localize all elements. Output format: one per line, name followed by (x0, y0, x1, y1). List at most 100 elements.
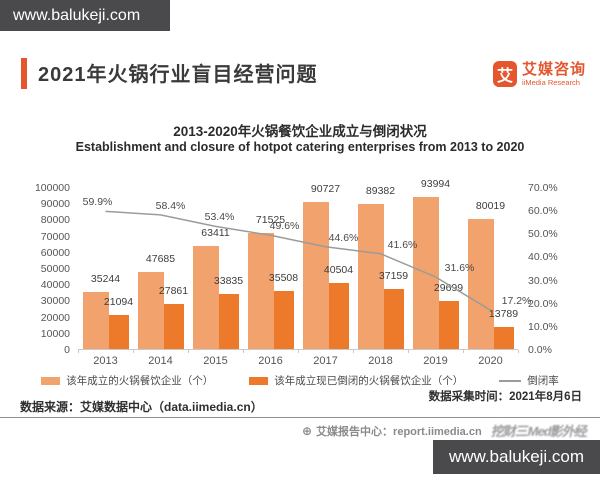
chart-plot-area: 35244 21094 47685 27861 63411 33835 71525 35508… (78, 178, 531, 353)
value-label-closed: 21094 (103, 295, 134, 308)
watermark-top-text: www.balukeji.com (13, 6, 141, 24)
bar-established-2017 (302, 202, 329, 349)
value-label-closed: 33835 (213, 275, 244, 288)
rate-label-2019: 31.6% (444, 261, 475, 274)
bar-established-2020 (467, 219, 494, 349)
value-label-established: 47685 (145, 252, 176, 265)
legend-label: 倒闭率 (527, 375, 559, 387)
page-title: 2021年火锅行业盲目经营问题 (38, 64, 318, 86)
x-tick-2017: 2017 (313, 355, 338, 367)
y-right-tick: 60.0% (528, 205, 558, 218)
bar-established-2015 (192, 246, 219, 349)
y-left-tick: 90000 (40, 198, 70, 211)
rate-label-2017: 44.6% (328, 231, 359, 244)
iimedia-logo-cn: 艾媒咨询 (522, 61, 587, 78)
iimedia-logo-icon: 艾 (493, 61, 517, 87)
x-axis: 2013 2014 2015 2016 2017 2018 2019 2020 (78, 355, 518, 371)
x-tick-2020: 2020 (478, 355, 503, 367)
bar-closed-2020 (493, 326, 514, 349)
rate-label-2014: 58.4% (155, 199, 186, 212)
value-label-closed: 37159 (378, 269, 409, 282)
value-label-closed: 27861 (158, 284, 189, 297)
title-accent-bar (21, 58, 27, 89)
y-right-tick: 10.0% (528, 320, 558, 333)
bar-closed-2017 (328, 283, 349, 349)
watermark-bottom-text: www.balukeji.com (448, 447, 585, 466)
y-left-tick: 30000 (40, 295, 70, 308)
iimedia-logo: 艾 艾媒咨询 iiMedia Research (493, 61, 586, 87)
report-center-row: ⊕ 艾媒报告中心：report.iimedia.cn 挖财三Med影外经 (302, 421, 588, 440)
y-right-tick: 0.0% (528, 344, 552, 356)
value-label-closed: 13789 (488, 307, 519, 320)
data-source: 数据来源：艾媒数据中心（data.iimedia.cn） (20, 400, 263, 414)
bar-closed-2014 (163, 303, 184, 349)
value-label-established: 93994 (420, 177, 451, 190)
legend-item-closed: 该年成立现已倒闭的火锅餐饮企业（个） (249, 373, 463, 388)
overlapping-watermark: 挖财三Med影外经 (490, 424, 588, 439)
axis-tick (463, 350, 464, 353)
bar-closed-2013 (108, 314, 129, 349)
y-axis-left: 100000 90000 80000 70000 60000 50000 40000 3000… (6, 182, 70, 356)
y-left-tick: 50000 (40, 263, 70, 275)
value-label-established: 80019 (475, 200, 506, 213)
x-tick-2014: 2014 (148, 355, 173, 367)
globe-icon: ⊕ (302, 423, 313, 438)
rate-label-2016: 49.6% (269, 220, 300, 233)
axis-tick (133, 350, 134, 353)
bar-closed-2018 (383, 288, 404, 349)
axis-tick (408, 350, 409, 353)
x-tick-2013: 2013 (93, 355, 118, 367)
axis-tick (353, 350, 354, 353)
rate-label-2013: 59.9% (82, 196, 113, 209)
bar-established-2018 (357, 204, 384, 349)
value-label-closed: 40504 (323, 264, 354, 277)
value-label-established: 35244 (90, 272, 121, 285)
bar-closed-2015 (218, 294, 239, 349)
iimedia-logo-en: iiMedia Research (522, 78, 580, 87)
legend-item-established: 该年成立的火锅餐饮企业（个） (41, 373, 213, 388)
bar-established-2014 (137, 271, 164, 349)
y-right-tick: 50.0% (528, 228, 558, 241)
x-tick-2019: 2019 (423, 355, 448, 367)
axis-tick (518, 350, 519, 353)
bar-closed-2016 (273, 291, 294, 349)
watermark-top-bar: www.balukeji.com (0, 0, 170, 31)
legend-swatch (249, 376, 269, 385)
report-center-text: 艾媒报告中心：report.iimedia.cn (316, 425, 482, 438)
rate-label-2015: 53.4% (204, 211, 235, 224)
watermark-bottom-bar: www.balukeji.com (433, 440, 600, 474)
chart-legend: 该年成立的火锅餐饮企业（个） 该年成立现已倒闭的火锅餐饮企业（个） 倒闭率 (0, 373, 600, 388)
y-axis-right: 70.0% 60.0% 50.0% 40.0% 30.0% 20.0% 10.0% 0.0% (528, 182, 588, 356)
footer-divider (0, 417, 600, 418)
y-left-tick: 100000 (34, 182, 70, 194)
value-label-established: 63411 (201, 227, 230, 240)
y-right-tick: 40.0% (528, 251, 558, 264)
y-left-tick: 70000 (40, 230, 70, 243)
bar-established-2013 (82, 291, 109, 349)
value-label-established: 71525 (255, 214, 286, 227)
closure-rate-line (105, 210, 491, 311)
legend-swatch (499, 379, 522, 382)
value-label-closed: 35508 (268, 272, 299, 285)
rate-label-2018: 41.6% (387, 238, 418, 251)
data-collect-time: 数据采集时间：2021年8月6日 (428, 391, 582, 403)
y-right-tick: 20.0% (528, 297, 558, 310)
y-left-tick: 80000 (40, 214, 70, 227)
x-tick-2018: 2018 (368, 355, 393, 367)
rate-label-2020: 17.2% (501, 295, 532, 308)
legend-label: 该年成立现已倒闭的火锅餐饮企业（个） (274, 375, 464, 387)
value-label-closed: 29699 (433, 281, 464, 294)
value-label-established: 90727 (310, 183, 341, 196)
axis-tick (78, 350, 79, 353)
value-label-established: 89382 (365, 185, 396, 198)
bar-established-2016 (247, 233, 274, 349)
axis-tick (298, 350, 299, 353)
legend-swatch (41, 376, 61, 385)
y-right-tick: 30.0% (528, 274, 558, 287)
chart-subtitle: Establishment and closure of hotpot cate… (75, 140, 525, 154)
y-left-tick: 20000 (40, 311, 70, 324)
y-left-tick: 10000 (40, 327, 70, 340)
legend-label: 该年成立的火锅餐饮企业（个） (66, 375, 214, 387)
x-tick-2016: 2016 (258, 355, 283, 367)
y-left-tick: 60000 (40, 246, 70, 259)
